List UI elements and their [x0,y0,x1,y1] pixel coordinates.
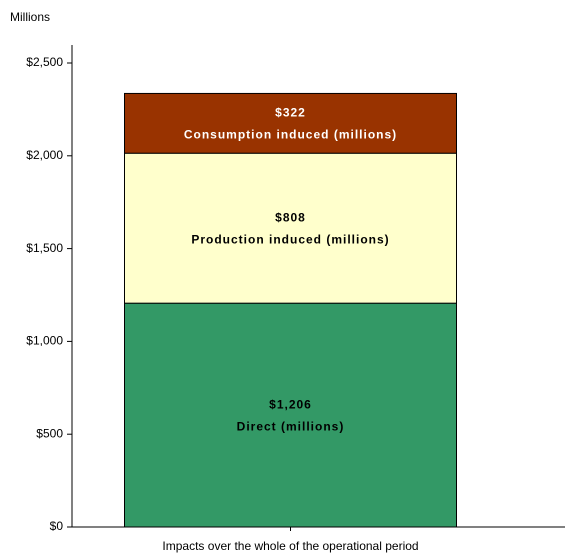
y-tick-label: $2,500 [26,55,63,69]
y-tick-label: $0 [50,519,64,533]
y-axis-label: Millions [10,10,50,24]
bar-segment [124,152,457,304]
y-tick-label: $500 [36,426,63,440]
x-tick-label: Impacts over the whole of the operationa… [162,539,418,553]
value-label: $322 [275,105,306,119]
segment-name: Direct (millions) [237,419,345,433]
bar-segment [124,92,457,154]
value-label: $808 [275,210,306,224]
y-tick-label: $2,000 [26,148,63,162]
y-tick-label: $1,000 [26,334,63,348]
segment-name: Consumption induced (millions) [184,127,397,141]
segment-name: Production induced (millions) [191,232,389,246]
value-label: $1,206 [269,397,312,411]
bar-segment [124,302,457,528]
y-tick-label: $1,500 [26,241,63,255]
